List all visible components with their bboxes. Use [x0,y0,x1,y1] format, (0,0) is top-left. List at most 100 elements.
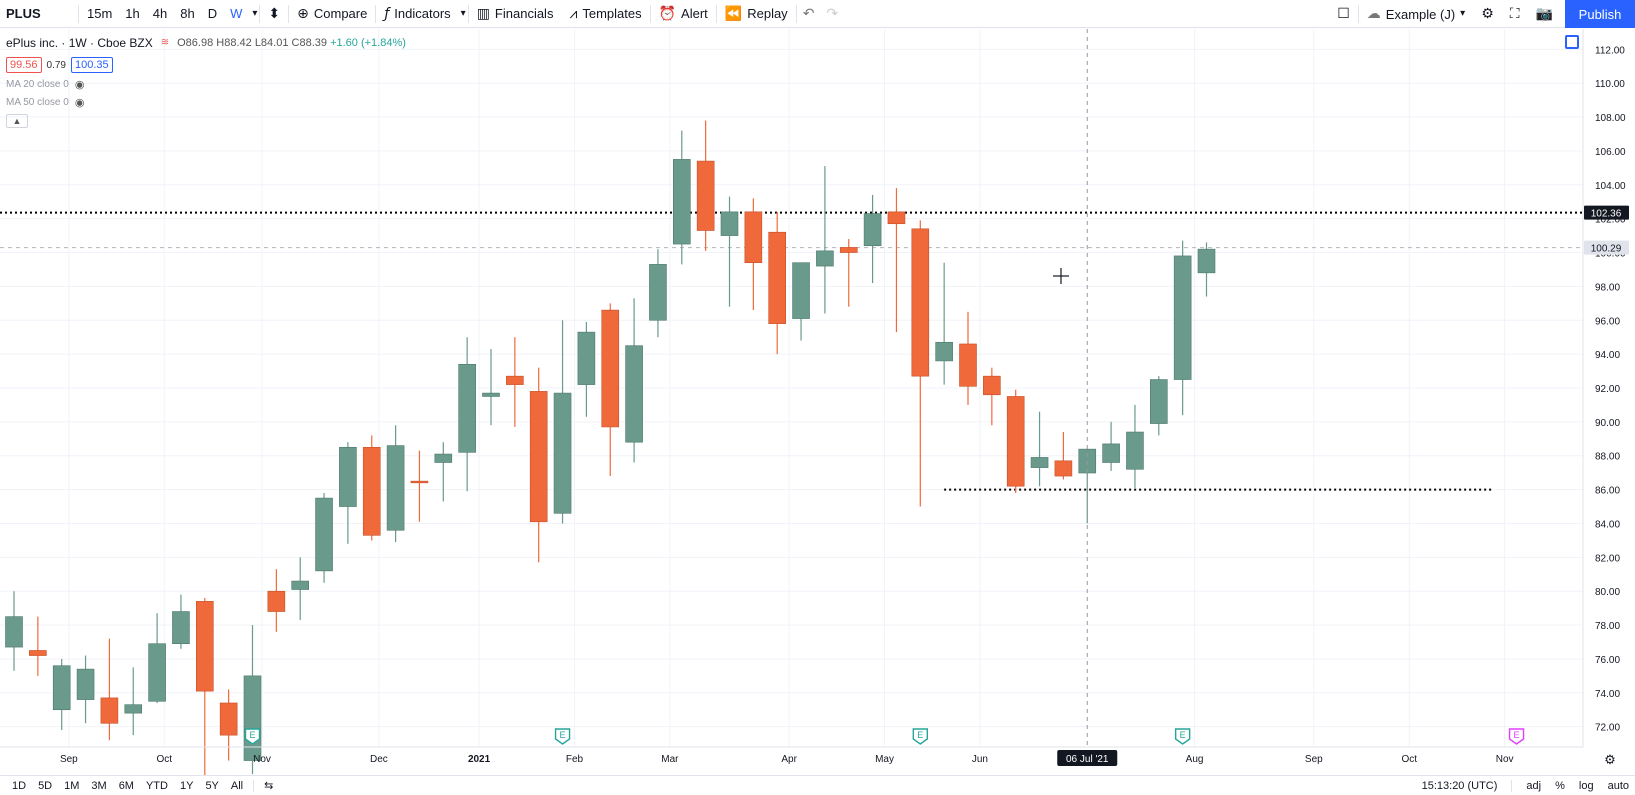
price-tick-label: 78.00 [1595,621,1620,632]
candle [649,249,667,338]
ask-price[interactable]: 100.35 [71,57,113,73]
settings-button[interactable]: ⚙ [1473,0,1502,28]
chart-grid [0,29,1583,747]
publish-button[interactable]: Publish [1565,0,1635,28]
ma50-legend[interactable]: MA 50 close 0 ◉ [6,96,406,109]
compare-label: Compare [313,6,368,21]
range-1d[interactable]: 1D [12,779,27,792]
price-tick-label: 92.00 [1595,384,1620,395]
eye-hidden-icon[interactable]: ◉ [74,79,85,91]
time-tick-label: Nov [253,754,271,765]
candle [148,613,166,703]
candle-body [1150,379,1168,424]
range-1m[interactable]: 1M [64,779,80,792]
candle [1150,376,1168,436]
fullscreen-button[interactable]: ⛶ [1502,0,1528,28]
price-label-bg [1584,240,1629,255]
divider [288,4,290,23]
candle-body [29,650,47,656]
function-icon: ƒ [384,5,390,22]
clock-time[interactable]: 15:13:20 (UTC) [1421,780,1498,792]
interval-d[interactable]: D [207,6,218,21]
candle [672,130,691,265]
price-tick-label: 112.00 [1595,45,1625,56]
candle-body [959,343,977,387]
range-1y[interactable]: 1Y [179,779,194,792]
symbol-search-button[interactable]: PLUS [6,6,41,21]
time-tick-label: May [875,754,894,765]
layout-select[interactable]: ☁ Example (J) ▾ [1359,0,1473,28]
price-tick-label: 90.00 [1595,418,1620,429]
time-tick-label: Nov [1496,754,1514,765]
price-tick-label: 94.00 [1595,350,1620,361]
calendar-range-icon[interactable]: ⇆ [264,779,274,792]
adj-toggle[interactable]: adj [1526,780,1542,792]
replay-button[interactable]: ⏪ Replay [717,0,796,28]
bid-price[interactable]: 99.56 [6,57,42,73]
candle-body [649,264,667,321]
undo-button[interactable]: ↶ [797,0,821,28]
earnings-marker-icon: E [244,728,261,745]
range-3m[interactable]: 3M [91,779,107,792]
candle [863,194,882,284]
range-ytd[interactable]: YTD [145,779,168,792]
chevron-down-icon: ▾ [252,7,258,19]
eye-hidden-icon[interactable]: ◉ [74,97,85,109]
indicators-dropdown-button[interactable]: ▾ [459,0,468,28]
collapse-legend-button[interactable]: ▲ [6,114,28,128]
divider [715,4,717,23]
candle-body [362,446,381,536]
dot-menu-icon[interactable]: ≋ [160,37,170,48]
candle [1006,389,1025,493]
range-5d[interactable]: 5D [38,779,53,792]
price-line-label: 100.29 [1584,240,1629,255]
chart-type-button[interactable]: ⬍ [260,0,288,28]
symbol-title[interactable]: ePlus inc. · 1W · Cboe BZX [6,36,153,50]
divider [649,4,651,23]
redo-button[interactable]: ↷ [820,0,844,28]
auto-toggle[interactable]: auto [1607,780,1629,792]
interval-8h[interactable]: 8h [180,6,195,21]
object-tree-toggle[interactable] [1565,35,1579,49]
log-toggle[interactable]: log [1578,780,1594,792]
interval-w[interactable]: W [230,6,243,21]
candle [76,655,95,724]
interval-dropdown-button[interactable]: ▾ [250,0,259,28]
candle [458,337,476,492]
earnings-label: E [249,730,255,740]
interval-15m[interactable]: 15m [87,6,113,21]
low-value: L84.01 [254,37,289,49]
alarm-clock-icon: ⏰ [658,5,677,22]
percent-toggle[interactable]: % [1555,780,1565,792]
templates-label: Templates [582,6,642,21]
range-all[interactable]: All [230,779,244,792]
candle [124,667,143,736]
earnings-badge [1508,728,1525,745]
price-tick-label: 82.00 [1595,553,1620,564]
range-6m[interactable]: 6M [118,779,134,792]
candle [577,321,596,417]
layout-toggle-button[interactable]: ☐ [1329,0,1358,28]
time-axis[interactable]: Sep Oct Nov Dec 2021 Feb Mar Apr May Jun Aug Sep Oct… [0,746,1616,767]
open-value: O86.98 [177,37,214,49]
candle [720,196,739,307]
ma20-legend[interactable]: MA 20 close 0 ◉ [6,78,406,91]
bottom-right-controls: 15:13:20 (UTC) adj % log auto [1422,776,1629,795]
alert-button[interactable]: ⏰ Alert [651,0,716,28]
price-axis[interactable]: 72.00 74.00 76.00 78.00 80.00 82.00 84.00 86.00… [1582,29,1629,747]
interval-4h[interactable]: 4h [152,6,168,21]
price-tick-label: 96.00 [1595,316,1620,327]
snapshot-button[interactable]: 📷 [1528,0,1561,28]
financials-button[interactable]: ▥ Financials [469,0,562,28]
templates-button[interactable]: ⩘ Templates [561,0,649,28]
compare-button[interactable]: ⊕ Compare [289,0,375,28]
candle [625,298,643,463]
candle-body [76,668,95,700]
range-5y[interactable]: 5Y [205,779,219,792]
horizontal-lines [0,211,1583,491]
indicators-button[interactable]: ƒ Indicators [376,0,458,28]
time-tick-label: Aug [1186,754,1204,765]
interval-1h[interactable]: 1h [125,6,140,21]
